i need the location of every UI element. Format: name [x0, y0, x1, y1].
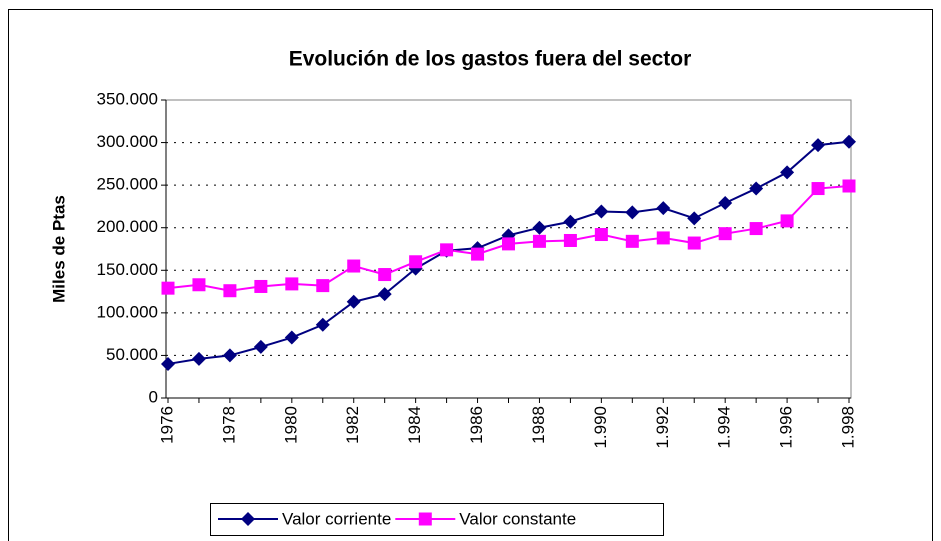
- data-point: [161, 281, 175, 295]
- data-point: [284, 330, 299, 345]
- data-point: [253, 339, 268, 354]
- data-point: [594, 228, 608, 242]
- data-point: [222, 348, 237, 363]
- data-point: [254, 279, 268, 293]
- data-point: [241, 512, 255, 526]
- data-point: [780, 214, 794, 228]
- y-tick-label: 200.000: [97, 217, 158, 236]
- y-axis-label: Miles de Ptas: [49, 195, 68, 303]
- data-point: [347, 259, 361, 273]
- data-point: [718, 227, 732, 241]
- data-point: [191, 351, 206, 366]
- data-point: [409, 255, 423, 269]
- data-point: [656, 201, 671, 216]
- y-tick-label: 50.000: [106, 345, 158, 364]
- y-tick-label: 250.000: [97, 175, 158, 194]
- chart-title: Evolución de los gastos fuera del sector: [289, 48, 692, 71]
- y-tick-label: 300.000: [97, 132, 158, 151]
- data-point: [780, 165, 795, 180]
- data-point: [532, 234, 546, 248]
- data-point: [315, 317, 330, 332]
- x-tick-label: 1978: [219, 406, 238, 444]
- data-point: [378, 268, 392, 282]
- data-point: [285, 277, 299, 291]
- data-point: [532, 220, 547, 235]
- data-point: [346, 294, 361, 309]
- data-point: [223, 284, 237, 298]
- data-point: [502, 237, 515, 251]
- data-point: [842, 179, 856, 193]
- data-point: [563, 233, 577, 247]
- legend-label: Valor corriente: [282, 509, 391, 528]
- x-tick-label: 1.992: [653, 406, 672, 449]
- data-point: [625, 205, 640, 220]
- data-point: [749, 181, 764, 196]
- data-point: [687, 236, 701, 250]
- data-point: [316, 279, 330, 293]
- data-point: [811, 138, 826, 153]
- data-point: [811, 182, 825, 196]
- y-tick-label: 150.000: [97, 260, 158, 279]
- x-tick-label: 1984: [405, 406, 424, 444]
- data-point: [656, 231, 670, 245]
- data-point: [563, 214, 578, 229]
- data-point: [594, 204, 609, 219]
- x-tick-label: 1.994: [715, 406, 734, 449]
- data-point: [687, 211, 702, 226]
- data-point: [418, 512, 432, 526]
- data-point: [161, 356, 175, 371]
- y-tick-label: 100.000: [97, 302, 158, 321]
- x-tick-label: 1.998: [838, 406, 857, 449]
- x-tick-label: 1980: [281, 406, 300, 444]
- x-tick-label: 1986: [467, 406, 486, 444]
- data-point: [192, 278, 206, 292]
- data-point: [440, 243, 454, 257]
- legend-label: Valor constante: [459, 509, 576, 528]
- data-point: [718, 196, 733, 211]
- data-point: [377, 287, 392, 302]
- y-tick-label: 350.000: [97, 89, 158, 108]
- x-tick-label: 1988: [529, 406, 548, 444]
- data-point: [471, 247, 485, 261]
- y-tick-label: 0: [149, 387, 158, 406]
- chart-border: [8, 9, 933, 541]
- x-tick-label: 1982: [343, 406, 362, 444]
- x-tick-label: 1976: [157, 406, 176, 444]
- x-tick-label: 1.990: [591, 406, 610, 449]
- data-point: [842, 134, 856, 149]
- data-point: [625, 234, 639, 248]
- x-tick-label: 1.996: [777, 406, 796, 449]
- data-point: [749, 222, 763, 236]
